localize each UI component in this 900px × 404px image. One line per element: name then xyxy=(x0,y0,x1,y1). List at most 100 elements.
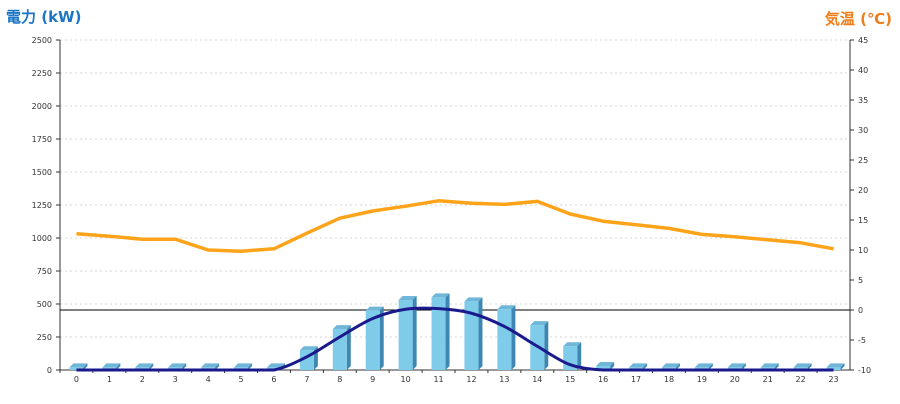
x-tick-label: 16 xyxy=(598,375,608,384)
bar-side xyxy=(83,363,88,370)
y-right-tick-label: -10 xyxy=(858,366,871,375)
bar-side xyxy=(511,305,516,370)
y-tick-label: 250 xyxy=(37,333,52,342)
y-tick-label: 1500 xyxy=(32,168,52,177)
bar-side xyxy=(675,363,680,370)
bar-side xyxy=(182,363,187,370)
bar xyxy=(497,309,512,370)
bar-side xyxy=(248,363,253,370)
y-tick-label: 2000 xyxy=(32,102,52,111)
bar-top xyxy=(332,325,351,330)
y-tick-label: 2500 xyxy=(32,36,52,45)
bar-side xyxy=(708,363,713,370)
bar-top xyxy=(365,306,384,311)
bar xyxy=(464,301,479,370)
y-right-tick-label: 45 xyxy=(858,36,868,45)
y-right-tick-label: 10 xyxy=(858,246,868,255)
y-right-tick-label: 0 xyxy=(858,306,863,315)
bar-side xyxy=(379,306,384,370)
bar-side xyxy=(445,293,450,370)
bar-side xyxy=(412,296,417,370)
bar-side xyxy=(215,363,220,370)
x-tick-label: 22 xyxy=(796,375,806,384)
bar-top xyxy=(563,342,582,347)
bar-top xyxy=(497,305,516,310)
x-tick-label: 10 xyxy=(401,375,411,384)
y-right-tick-label: 35 xyxy=(858,96,868,105)
temperature-line xyxy=(76,199,834,253)
y-right-tick-label: 40 xyxy=(858,66,868,75)
bar xyxy=(431,297,446,370)
x-tick-label: 11 xyxy=(433,375,443,384)
bar-top xyxy=(431,293,450,298)
bar-top xyxy=(299,346,318,351)
bar-side xyxy=(774,363,779,370)
x-tick-label: 9 xyxy=(370,375,375,384)
bar-top xyxy=(661,363,680,368)
x-tick-label: 2 xyxy=(140,375,145,384)
bar-top xyxy=(464,297,483,302)
x-tick-label: 18 xyxy=(664,375,674,384)
bar-side xyxy=(643,363,648,370)
bar-top xyxy=(793,363,812,368)
x-tick-label: 7 xyxy=(304,375,309,384)
bar-top xyxy=(629,363,648,368)
bar-top xyxy=(760,363,779,368)
bar-top xyxy=(694,363,713,368)
y-right-tick-label: 5 xyxy=(858,276,863,285)
x-tick-label: 13 xyxy=(499,375,509,384)
x-tick-label: 4 xyxy=(206,375,211,384)
y-right-tick-label: 25 xyxy=(858,156,868,165)
x-tick-label: 15 xyxy=(565,375,575,384)
bar-side xyxy=(807,363,812,370)
bar-side xyxy=(840,363,845,370)
bar-side xyxy=(610,362,615,370)
bar-top xyxy=(826,363,845,368)
x-tick-label: 5 xyxy=(238,375,243,384)
bar-top xyxy=(168,363,187,368)
y-tick-label: 0 xyxy=(47,366,52,375)
bar-top xyxy=(596,362,615,367)
bar-side xyxy=(346,325,351,370)
bar xyxy=(596,366,611,370)
bar-top xyxy=(69,363,88,368)
bar-side xyxy=(741,363,746,370)
y-tick-label: 500 xyxy=(37,300,52,309)
x-tick-label: 21 xyxy=(763,375,773,384)
x-tick-label: 19 xyxy=(697,375,707,384)
y-tick-label: 2250 xyxy=(32,69,52,78)
x-tick-label: 12 xyxy=(466,375,476,384)
bar-side xyxy=(478,297,483,370)
bar-top xyxy=(266,363,285,368)
power-line xyxy=(76,306,834,372)
bar-side xyxy=(577,342,582,370)
bar-top xyxy=(102,363,121,368)
y-tick-label: 750 xyxy=(37,267,52,276)
bar-top xyxy=(727,363,746,368)
bar xyxy=(365,310,380,370)
bar-top xyxy=(530,321,549,326)
y-right-tick-label: 15 xyxy=(858,216,868,225)
y-tick-label: 1750 xyxy=(32,135,52,144)
x-tick-label: 3 xyxy=(173,375,178,384)
y-right-tick-label: -5 xyxy=(858,336,866,345)
y-right-tick-label: 20 xyxy=(858,186,868,195)
x-tick-label: 20 xyxy=(730,375,740,384)
bar-side xyxy=(544,321,549,370)
y-tick-label: 1250 xyxy=(32,201,52,210)
x-tick-label: 17 xyxy=(631,375,641,384)
bar-top xyxy=(201,363,220,368)
y-right-tick-label: 30 xyxy=(858,126,868,135)
x-tick-label: 23 xyxy=(828,375,838,384)
x-tick-label: 1 xyxy=(107,375,112,384)
bar-top xyxy=(234,363,253,368)
x-tick-label: 8 xyxy=(337,375,342,384)
right-axis-title: 気温 (℃) xyxy=(824,10,892,28)
bar-top xyxy=(135,363,154,368)
bar-side xyxy=(149,363,154,370)
x-tick-label: 0 xyxy=(74,375,79,384)
x-tick-label: 6 xyxy=(271,375,276,384)
bar-top xyxy=(398,296,417,301)
